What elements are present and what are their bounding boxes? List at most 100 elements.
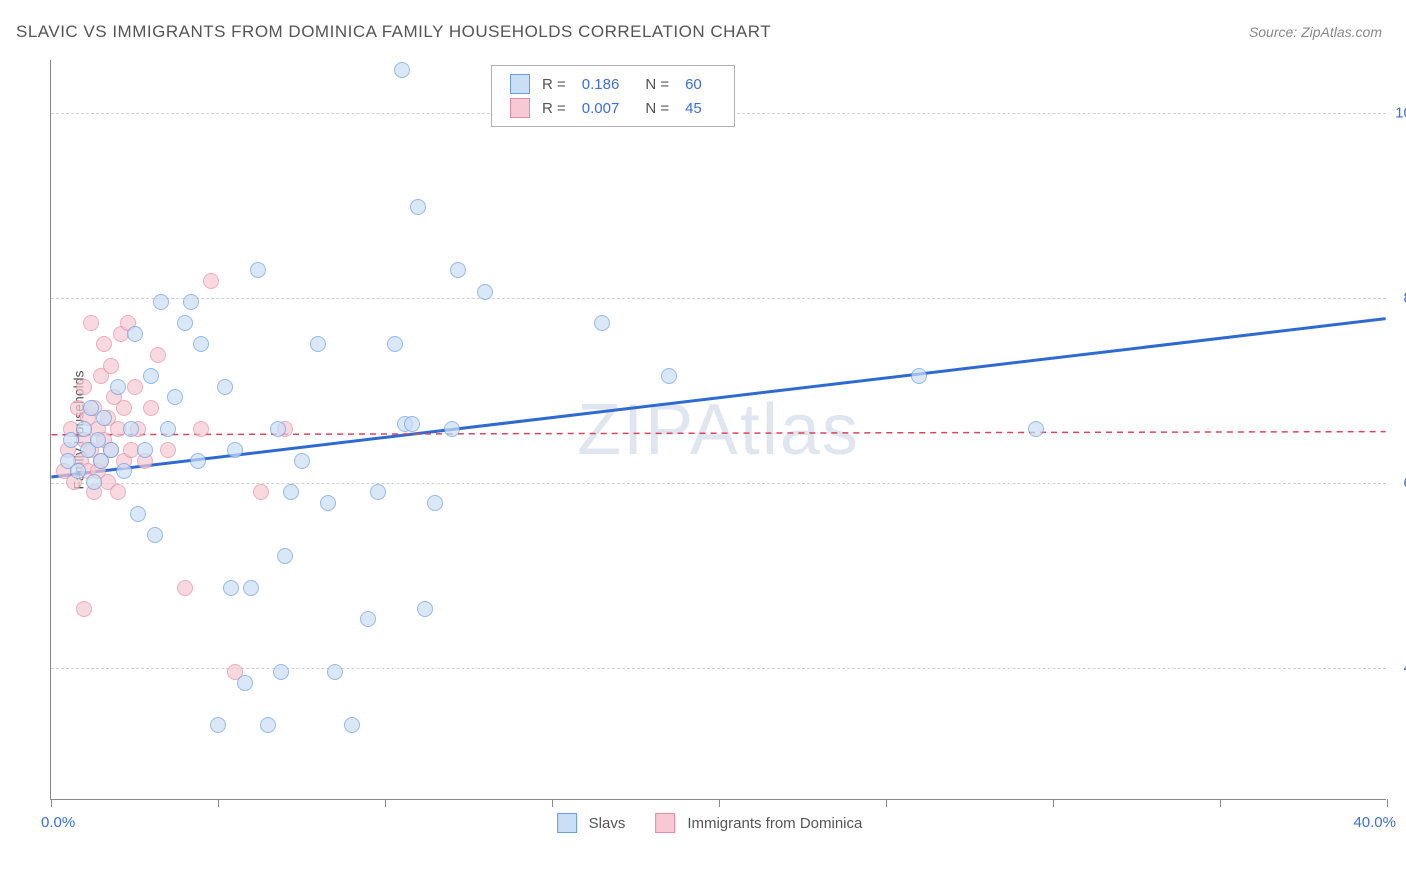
legend-n-label: N =: [645, 100, 669, 117]
data-point: [253, 484, 269, 500]
data-point: [594, 315, 610, 331]
source-attribution: Source: ZipAtlas.com: [1249, 24, 1382, 40]
legend-r-value: 0.007: [582, 100, 620, 117]
data-point: [150, 347, 166, 363]
legend-r-label: R =: [542, 100, 566, 117]
x-tick: [385, 799, 386, 807]
data-point: [294, 453, 310, 469]
data-point: [227, 442, 243, 458]
y-tick-label: 100.0%: [1395, 104, 1406, 121]
data-point: [153, 294, 169, 310]
legend-swatch: [510, 98, 530, 118]
x-tick: [1387, 799, 1388, 807]
legend-row: R = 0.186 N = 60: [510, 72, 716, 96]
data-point: [110, 379, 126, 395]
legend-r-label: R =: [542, 76, 566, 93]
data-point: [147, 527, 163, 543]
chart-container: SLAVIC VS IMMIGRANTS FROM DOMINICA FAMIL…: [0, 0, 1406, 892]
gridline: [51, 483, 1386, 484]
legend-correlation: R = 0.186 N = 60 R = 0.007 N = 45: [491, 65, 735, 127]
data-point: [661, 368, 677, 384]
data-point: [223, 580, 239, 596]
data-point: [237, 675, 253, 691]
legend-row: R = 0.007 N = 45: [510, 96, 716, 120]
x-axis-max-label: 40.0%: [1353, 814, 1396, 831]
data-point: [360, 611, 376, 627]
data-point: [210, 717, 226, 733]
legend-n-value: 60: [685, 76, 702, 93]
legend-n-label: N =: [645, 76, 669, 93]
data-point: [70, 463, 86, 479]
data-point: [160, 442, 176, 458]
legend-swatch: [655, 813, 675, 833]
legend-swatch: [510, 74, 530, 94]
data-point: [177, 580, 193, 596]
data-point: [193, 421, 209, 437]
data-point: [123, 421, 139, 437]
trendline: [51, 319, 1385, 477]
data-point: [127, 379, 143, 395]
data-point: [370, 484, 386, 500]
chart-title: SLAVIC VS IMMIGRANTS FROM DOMINICA FAMIL…: [16, 22, 771, 42]
legend-label: Immigrants from Dominica: [687, 815, 862, 832]
data-point: [96, 410, 112, 426]
data-point: [327, 664, 343, 680]
data-point: [143, 400, 159, 416]
data-point: [116, 463, 132, 479]
data-point: [911, 368, 927, 384]
legend-swatch: [557, 813, 577, 833]
data-point: [130, 506, 146, 522]
data-point: [203, 273, 219, 289]
legend-r-value: 0.186: [582, 76, 620, 93]
gridline: [51, 668, 1386, 669]
data-point: [127, 326, 143, 342]
data-point: [387, 336, 403, 352]
data-point: [160, 421, 176, 437]
data-point: [177, 315, 193, 331]
data-point: [427, 495, 443, 511]
data-point: [217, 379, 233, 395]
data-point: [103, 442, 119, 458]
x-axis-min-label: 0.0%: [41, 814, 75, 831]
data-point: [250, 262, 266, 278]
data-point: [310, 336, 326, 352]
data-point: [76, 379, 92, 395]
x-tick: [719, 799, 720, 807]
data-point: [404, 416, 420, 432]
gridline: [51, 298, 1386, 299]
data-point: [96, 336, 112, 352]
data-point: [76, 601, 92, 617]
data-point: [477, 284, 493, 300]
x-tick: [218, 799, 219, 807]
data-point: [193, 336, 209, 352]
data-point: [277, 548, 293, 564]
data-point: [270, 421, 286, 437]
data-point: [417, 601, 433, 617]
data-point: [86, 474, 102, 490]
data-point: [1028, 421, 1044, 437]
data-point: [110, 484, 126, 500]
data-point: [63, 432, 79, 448]
x-tick: [1220, 799, 1221, 807]
data-point: [394, 62, 410, 78]
x-tick: [51, 799, 52, 807]
data-point: [243, 580, 259, 596]
x-tick: [886, 799, 887, 807]
legend-series: SlavsImmigrants from Dominica: [557, 813, 881, 833]
data-point: [103, 358, 119, 374]
data-point: [183, 294, 199, 310]
x-tick: [1053, 799, 1054, 807]
plot-area: Family Households ZIPAtlas R =0.186N =60…: [50, 60, 1386, 800]
data-point: [83, 315, 99, 331]
data-point: [116, 400, 132, 416]
data-point: [320, 495, 336, 511]
data-point: [344, 717, 360, 733]
data-point: [283, 484, 299, 500]
data-point: [190, 453, 206, 469]
x-tick: [552, 799, 553, 807]
legend-n-value: 45: [685, 100, 702, 117]
data-point: [137, 442, 153, 458]
data-point: [450, 262, 466, 278]
trendlines-svg: [51, 60, 1386, 799]
watermark: ZIPAtlas: [577, 389, 860, 471]
